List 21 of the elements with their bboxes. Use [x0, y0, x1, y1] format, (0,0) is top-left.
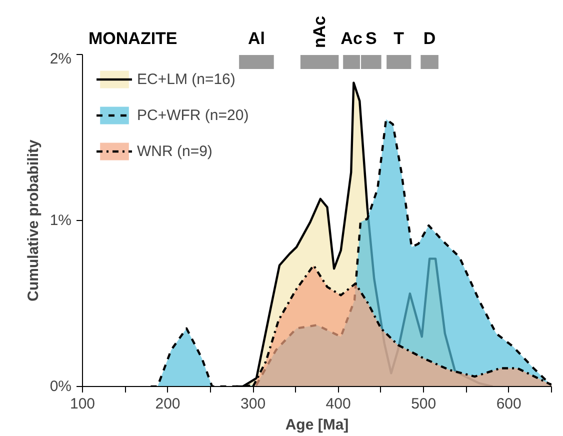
- band-label: S: [365, 29, 377, 48]
- chart-title: MONAZITE: [88, 29, 178, 48]
- x-tick-label: 400: [326, 396, 351, 412]
- x-tick-label: 100: [70, 396, 96, 412]
- x-tick-label: 600: [496, 396, 522, 412]
- y-tick-label: 0%: [50, 378, 72, 395]
- band-label: T: [394, 29, 405, 48]
- band-label: Al: [248, 29, 265, 48]
- x-tick-label: 500: [411, 396, 436, 412]
- band-label: nAc: [310, 16, 330, 48]
- x-tick-label: 200: [155, 396, 180, 412]
- x-axis-title: Age [Ma]: [285, 416, 349, 434]
- legend-label: WNR (n=9): [137, 142, 212, 160]
- legend-label: EC+LM (n=16): [137, 70, 236, 88]
- legend-label: PC+WFR (n=20): [137, 106, 249, 124]
- x-tick-label: 300: [240, 396, 266, 412]
- y-tick-label: 1%: [50, 212, 72, 229]
- band-label: D: [423, 29, 436, 48]
- band-label: Ac: [340, 29, 362, 48]
- y-tick-label: 2%: [50, 50, 72, 68]
- y-axis-title: Cumulative probability: [24, 139, 42, 302]
